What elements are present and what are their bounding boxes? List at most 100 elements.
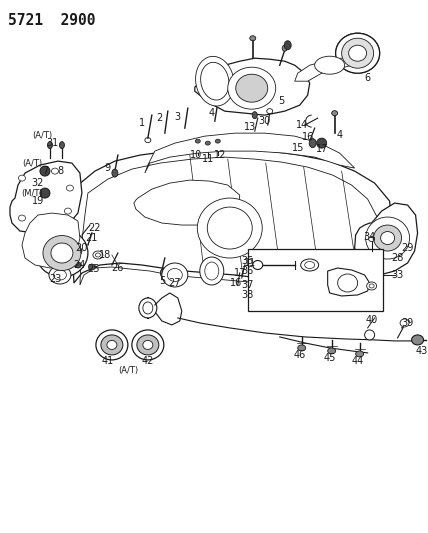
Text: 5: 5 — [159, 276, 165, 286]
Ellipse shape — [139, 298, 157, 318]
Ellipse shape — [74, 247, 82, 255]
Text: 14: 14 — [296, 120, 308, 130]
Ellipse shape — [160, 269, 165, 277]
Text: 20: 20 — [76, 243, 88, 253]
Ellipse shape — [132, 330, 164, 360]
Text: 27: 27 — [169, 278, 181, 288]
Ellipse shape — [215, 139, 220, 143]
Text: 11: 11 — [202, 154, 214, 164]
Text: 5721  2900: 5721 2900 — [8, 13, 95, 28]
Text: 23: 23 — [49, 274, 61, 284]
Ellipse shape — [107, 341, 117, 350]
Ellipse shape — [112, 169, 118, 177]
Ellipse shape — [51, 168, 59, 174]
Text: 39: 39 — [401, 318, 414, 328]
Ellipse shape — [250, 36, 256, 41]
Text: 2: 2 — [157, 113, 163, 123]
Text: 34: 34 — [363, 232, 376, 242]
Text: 21: 21 — [86, 233, 98, 243]
Text: 16: 16 — [302, 132, 314, 142]
Text: 25: 25 — [88, 264, 100, 274]
Text: 38: 38 — [242, 290, 254, 300]
Text: 18: 18 — [99, 250, 111, 260]
Ellipse shape — [309, 139, 316, 148]
Ellipse shape — [54, 220, 62, 226]
Text: (A/T): (A/T) — [118, 366, 138, 375]
Ellipse shape — [236, 74, 268, 102]
Text: 6: 6 — [365, 73, 371, 83]
Text: 13: 13 — [244, 122, 256, 132]
Ellipse shape — [89, 264, 95, 270]
Text: 15: 15 — [291, 143, 304, 153]
Text: 16: 16 — [230, 278, 242, 288]
Text: 9: 9 — [105, 163, 111, 173]
Ellipse shape — [51, 243, 73, 263]
Ellipse shape — [143, 341, 153, 350]
Text: 42: 42 — [142, 356, 154, 366]
Bar — [248, 249, 383, 311]
Ellipse shape — [301, 259, 319, 271]
Ellipse shape — [48, 142, 53, 149]
Polygon shape — [328, 268, 370, 296]
Ellipse shape — [18, 215, 26, 221]
Text: 3: 3 — [175, 112, 181, 122]
Ellipse shape — [365, 330, 374, 340]
Text: (A/T): (A/T) — [22, 159, 42, 167]
Ellipse shape — [200, 257, 224, 285]
Polygon shape — [72, 148, 392, 283]
Ellipse shape — [18, 175, 26, 181]
Text: 33: 33 — [392, 270, 404, 280]
Ellipse shape — [328, 348, 336, 354]
Ellipse shape — [40, 188, 50, 198]
Ellipse shape — [252, 111, 257, 119]
Polygon shape — [355, 203, 418, 275]
Ellipse shape — [228, 67, 276, 109]
Ellipse shape — [196, 56, 234, 106]
Text: 35: 35 — [241, 256, 254, 266]
Text: 17: 17 — [234, 268, 246, 278]
Text: 37: 37 — [241, 280, 254, 290]
Text: 4: 4 — [336, 130, 343, 140]
Ellipse shape — [332, 111, 338, 116]
Ellipse shape — [40, 166, 50, 176]
Text: 40: 40 — [366, 315, 378, 325]
Text: 44: 44 — [351, 356, 364, 366]
Text: 28: 28 — [392, 253, 404, 263]
Polygon shape — [22, 213, 80, 268]
Ellipse shape — [374, 225, 401, 251]
Ellipse shape — [380, 231, 395, 245]
Text: 31: 31 — [46, 138, 58, 148]
Text: 5: 5 — [279, 96, 285, 106]
Ellipse shape — [96, 330, 128, 360]
Ellipse shape — [282, 45, 287, 51]
Ellipse shape — [74, 262, 81, 268]
Ellipse shape — [93, 251, 103, 259]
Ellipse shape — [59, 142, 65, 149]
Text: 12: 12 — [214, 150, 226, 160]
Ellipse shape — [412, 335, 424, 345]
Text: 17: 17 — [315, 144, 328, 154]
Text: (A/T): (A/T) — [32, 131, 52, 140]
Text: 45: 45 — [324, 353, 336, 363]
Ellipse shape — [317, 138, 327, 148]
Polygon shape — [145, 133, 355, 173]
Polygon shape — [295, 55, 355, 81]
Text: 32: 32 — [32, 178, 44, 188]
Ellipse shape — [366, 217, 410, 259]
Text: 11: 11 — [244, 258, 256, 268]
Ellipse shape — [338, 274, 358, 292]
Text: 8: 8 — [57, 166, 63, 176]
Ellipse shape — [356, 351, 364, 357]
Text: 30: 30 — [259, 116, 271, 126]
Text: 22: 22 — [89, 223, 101, 233]
Ellipse shape — [49, 266, 71, 284]
Polygon shape — [134, 180, 240, 225]
Text: 19: 19 — [32, 196, 44, 206]
Text: (M/T): (M/T) — [21, 189, 43, 198]
Text: 43: 43 — [416, 346, 428, 356]
Polygon shape — [195, 58, 310, 115]
Text: 10: 10 — [190, 150, 202, 160]
Ellipse shape — [195, 139, 200, 143]
Ellipse shape — [284, 41, 291, 50]
Ellipse shape — [205, 141, 210, 145]
